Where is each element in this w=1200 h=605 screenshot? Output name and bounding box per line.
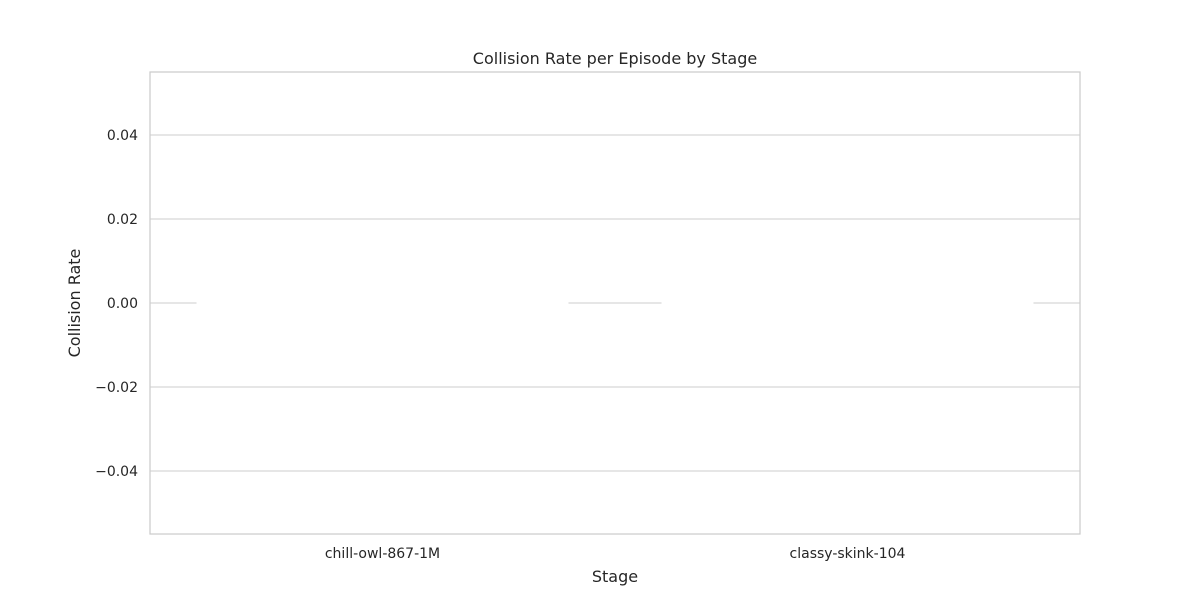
y-axis-label: Collision Rate [65,249,84,358]
y-tick-labels: 0.04 0.02 0.00 −0.02 −0.04 [95,128,138,480]
x-tick-labels: chill-owl-867-1M classy-skink-104 [325,546,906,562]
y-tick-label: 0.02 [107,212,138,228]
bar-chill-owl-867-1M [196,302,569,304]
x-axis-label: Stage [592,567,638,586]
x-tick-label: chill-owl-867-1M [325,546,440,562]
plot-frame [149,71,1081,535]
y-tick-label: −0.04 [95,464,138,480]
y-tick-label: 0.00 [107,296,138,312]
y-tick-label: −0.02 [95,380,138,396]
chart-title: Collision Rate per Episode by Stage [473,49,757,68]
y-tick-label: 0.04 [107,128,138,144]
bar-layer [196,302,1034,304]
x-tick-label: classy-skink-104 [790,546,906,562]
bar-classy-skink-104 [661,302,1034,304]
